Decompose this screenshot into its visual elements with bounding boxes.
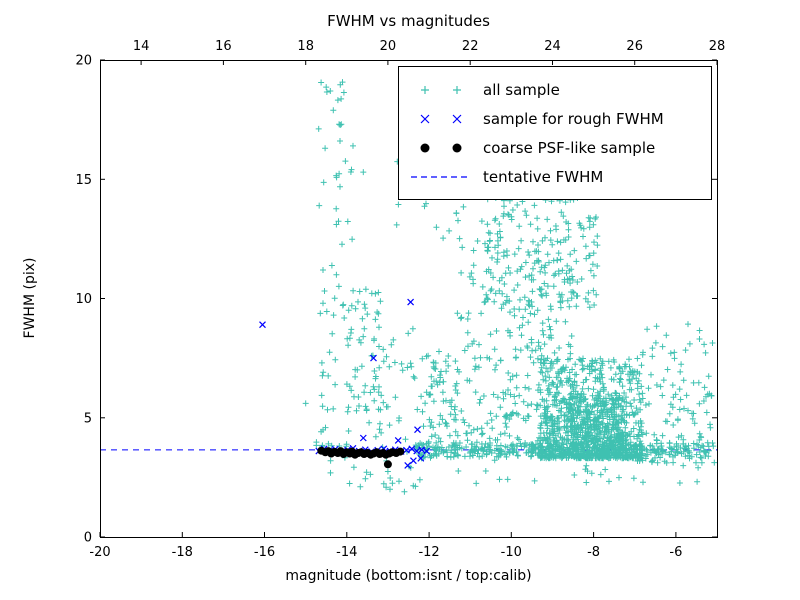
y-tick-label: 0: [84, 531, 92, 546]
psf-sample-point: [383, 460, 392, 469]
x-tick-label: -18: [172, 545, 193, 560]
x2-tick-label: 26: [626, 39, 643, 54]
legend-item-0: all sample: [409, 75, 701, 104]
legend-item-3: tentative FWHM: [409, 162, 701, 191]
x-tick-label: -20: [89, 545, 110, 560]
x-legend-marker-icon: [420, 114, 462, 123]
legend-item-2: coarse PSF-like sample: [409, 133, 701, 162]
x2-tick-label: 16: [215, 39, 232, 54]
x-tick-label: -12: [418, 545, 439, 560]
y-axis-label: FWHM (pix): [22, 257, 38, 339]
x-axis-label: magnitude (bottom:isnt / top:calib): [285, 568, 532, 584]
legend: all sample sample for rough FWHM coarse PS…: [398, 66, 712, 200]
dot-legend-marker-icon: [420, 143, 462, 152]
y-tick-label: 5: [84, 411, 92, 426]
chart-title: FWHM vs magnitudes: [327, 12, 490, 30]
y-tick-label: 20: [75, 54, 92, 69]
x2-tick-label: 22: [462, 39, 479, 54]
x-tick-label: -14: [336, 545, 357, 560]
x2-tick-label: 18: [297, 39, 314, 54]
legend-label: coarse PSF-like sample: [483, 138, 656, 157]
y-tick-label: 15: [75, 173, 92, 188]
y-tick-label: 10: [75, 292, 92, 307]
x2-tick-label: 24: [544, 39, 561, 54]
x2-tick-label: 14: [133, 39, 150, 54]
x-tick-label: -10: [501, 545, 522, 560]
legend-label: all sample: [483, 80, 560, 99]
x-tick-label: -6: [669, 545, 682, 560]
dashed-legend-marker-icon: [411, 175, 471, 178]
psf-sample-point: [396, 447, 405, 456]
x2-tick-label: 28: [709, 39, 726, 54]
all-sample-points: [302, 79, 718, 495]
x2-tick-label: 20: [380, 39, 397, 54]
legend-item-1: sample for rough FWHM: [409, 104, 701, 133]
x-tick-label: -8: [587, 545, 600, 560]
x-tick-label: -16: [254, 545, 275, 560]
legend-label: sample for rough FWHM: [483, 109, 664, 128]
legend-label: tentative FWHM: [483, 167, 604, 186]
plus-legend-marker-icon: [421, 85, 461, 94]
